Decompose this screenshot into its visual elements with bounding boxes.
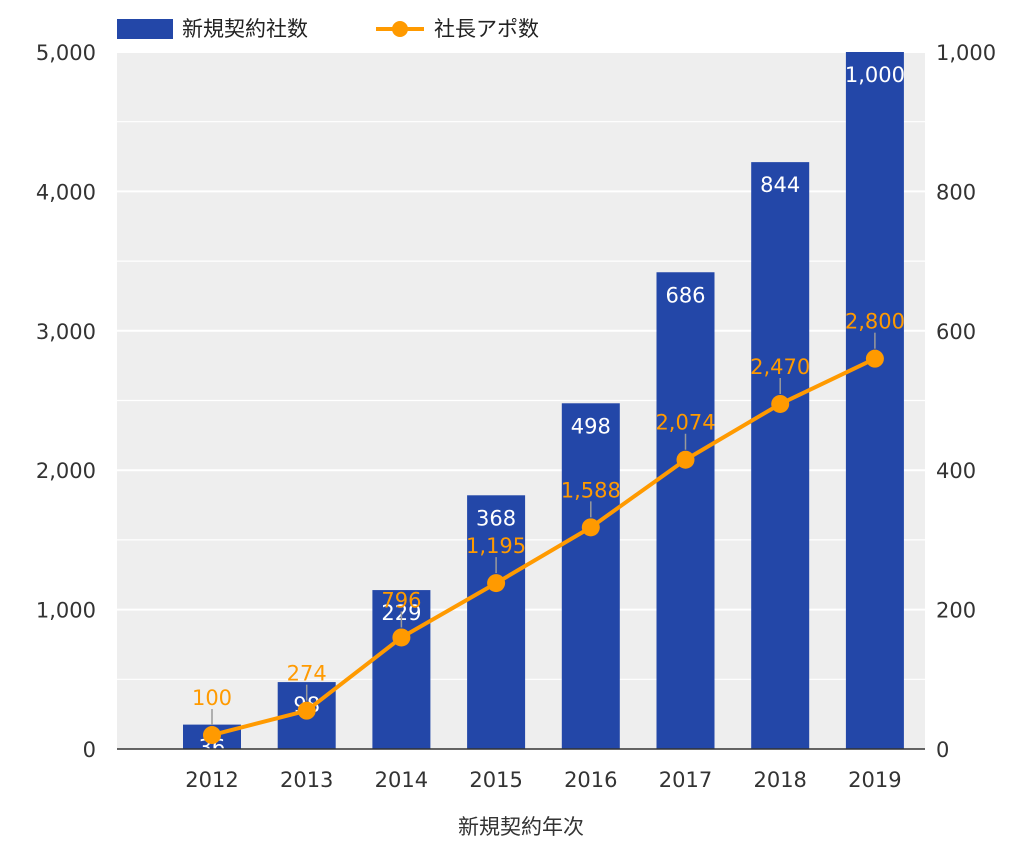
right-tick-label: 600 [936, 320, 976, 344]
line-point [771, 394, 790, 413]
line-value-label: 796 [381, 588, 421, 612]
x-tick-label: 2013 [280, 768, 333, 792]
line-value-label: 2,800 [845, 310, 905, 334]
line-path [211, 356, 876, 737]
line-point [865, 349, 884, 368]
left-tick-label: 0 [83, 738, 96, 762]
line-value-label: 274 [287, 662, 327, 686]
bar-value-label: 368 [476, 506, 516, 530]
x-tick-label: 2014 [375, 768, 428, 792]
right-tick-label: 400 [936, 459, 976, 483]
right-tick-label: 200 [936, 599, 976, 623]
bar-value-label: 498 [571, 414, 611, 438]
x-tick-label: 2018 [753, 768, 806, 792]
line-value-label: 100 [192, 686, 232, 710]
legend-line-marker [392, 21, 408, 37]
bar-value-label: 1,000 [845, 63, 905, 87]
legend-bar-swatch [117, 19, 173, 39]
x-axis-title: 新規契約年次 [458, 815, 584, 839]
bar [467, 495, 526, 749]
line-data-labels: 100 274 796 1,195 1,588 2,074 2,470 2,800 [192, 310, 905, 710]
bar [656, 272, 715, 749]
bar [845, 52, 904, 749]
right-tick-label: 800 [936, 180, 976, 204]
x-axis-ticks: 2012 2013 2014 2015 2016 2017 2018 2019 [185, 768, 901, 792]
right-tick-label: 0 [936, 738, 949, 762]
line-point [581, 518, 600, 537]
x-tick-label: 2017 [659, 768, 712, 792]
left-tick-label: 2,000 [36, 459, 96, 483]
line-point [392, 628, 411, 647]
line-value-label: 2,470 [750, 355, 810, 379]
right-tick-label: 1,000 [936, 41, 996, 65]
line-value-label: 1,588 [561, 478, 621, 502]
line-point [487, 574, 506, 593]
x-tick-label: 2016 [564, 768, 617, 792]
left-axis-ticks: 0 1,000 2,000 3,000 4,000 5,000 [36, 41, 96, 762]
bar-series [183, 52, 904, 750]
x-tick-label: 2012 [185, 768, 238, 792]
x-tick-label: 2015 [469, 768, 522, 792]
left-tick-label: 1,000 [36, 599, 96, 623]
bar-value-label: 844 [760, 173, 800, 197]
line-value-label: 1,195 [466, 534, 526, 558]
line-point [203, 726, 221, 745]
bar [751, 162, 810, 750]
right-axis-ticks: 0 200 400 600 800 1,000 [936, 41, 996, 762]
bar [561, 403, 620, 749]
line-point [297, 701, 316, 720]
left-tick-label: 3,000 [36, 320, 96, 344]
line-series [203, 332, 884, 745]
x-tick-label: 2019 [848, 768, 901, 792]
left-tick-label: 5,000 [36, 41, 96, 65]
bar-value-label: 686 [665, 283, 705, 307]
legend-bar-label: 新規契約社数 [182, 17, 308, 41]
line-value-label: 2,074 [655, 411, 715, 435]
line-point [676, 450, 695, 469]
left-tick-label: 4,000 [36, 180, 96, 204]
legend: 新規契約社数 社長アポ数 [117, 17, 539, 41]
legend-line-label: 社長アポ数 [434, 17, 539, 41]
